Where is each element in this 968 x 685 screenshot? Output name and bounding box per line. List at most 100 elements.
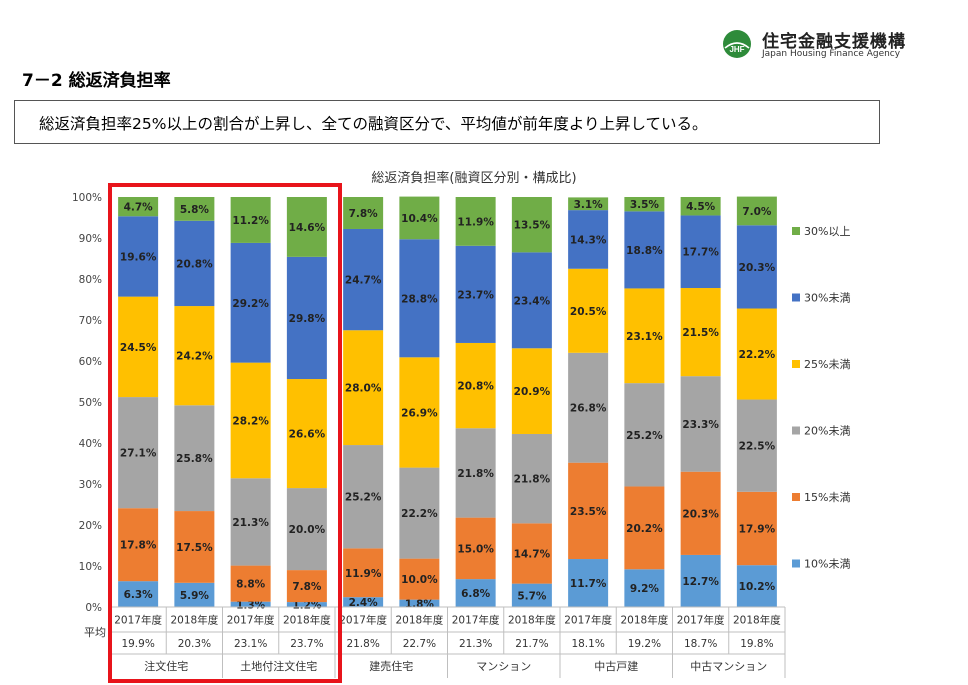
data-label: 3.5% <box>630 199 660 211</box>
data-label: 25.2% <box>626 430 663 442</box>
data-label: 28.0% <box>345 383 382 395</box>
legend-label: 10%未満 <box>804 558 850 571</box>
data-label: 11.9% <box>457 216 494 228</box>
category-label: 2018年度 <box>396 614 444 627</box>
bar-segment <box>624 486 665 570</box>
average-value: 21.7% <box>515 638 548 650</box>
data-label: 20.9% <box>514 386 551 398</box>
data-label: 20.3% <box>682 508 719 520</box>
bar-segment <box>568 210 609 269</box>
bar-segment <box>680 215 721 289</box>
bar-segment <box>511 433 552 524</box>
data-label: 27.1% <box>120 448 157 460</box>
group-label: 土地付注文住宅 <box>240 659 317 673</box>
bar-segment <box>174 582 215 607</box>
data-label: 28.2% <box>232 415 269 427</box>
data-label: 7.8% <box>349 208 379 220</box>
category-label: 2018年度 <box>733 614 781 627</box>
jhf-logo-icon: JHF <box>723 30 751 58</box>
bar-segment <box>680 376 721 472</box>
bar-segment <box>118 397 159 509</box>
data-label: 1.3% <box>236 599 266 611</box>
bar-segment <box>736 225 777 309</box>
data-label: 24.7% <box>345 275 382 287</box>
data-label: 28.8% <box>401 293 438 305</box>
legend-label: 25%未満 <box>804 358 850 371</box>
legend-swatch <box>792 360 800 368</box>
bar-segment <box>399 357 440 468</box>
legend-swatch <box>792 559 800 568</box>
legend-swatch <box>792 293 800 302</box>
legend-label: 20%未満 <box>804 425 850 438</box>
bar-segment <box>230 242 271 363</box>
data-label: 21.5% <box>682 327 719 339</box>
chart-title: 総返済負担率(融資区分別・構成比) <box>371 170 576 186</box>
bar-segment <box>624 383 665 487</box>
bar-segment <box>399 467 440 559</box>
bar-segment <box>230 565 271 602</box>
bar-segment <box>624 569 665 607</box>
data-label: 7.0% <box>742 206 772 218</box>
bar-segment <box>455 428 496 518</box>
data-label: 11.2% <box>232 215 269 227</box>
bar-segment <box>624 211 665 289</box>
bar-segment <box>118 197 159 217</box>
bar-segment <box>455 517 496 580</box>
data-label: 3.1% <box>574 199 604 211</box>
data-label: 17.7% <box>682 247 719 259</box>
data-label: 10.2% <box>739 581 776 593</box>
bar-segment <box>286 379 327 489</box>
data-label: 20.2% <box>626 523 663 535</box>
highlight-frame <box>108 183 342 683</box>
data-label: 14.3% <box>570 234 607 246</box>
data-label: 22.5% <box>739 441 776 453</box>
y-tick-label: 70% <box>79 315 102 327</box>
data-label: 23.1% <box>626 331 663 343</box>
legend-swatch <box>792 227 800 235</box>
data-label: 26.8% <box>570 403 607 415</box>
bars-layer: 0% 10% 20% 30% 40% 50% 60% 70% 80% 90% 100% 6.3% 17.… <box>72 192 785 614</box>
data-label: 8.8% <box>236 579 266 591</box>
group-label: 注文住宅 <box>144 659 188 673</box>
bar-segment <box>343 548 384 598</box>
data-label: 29.8% <box>289 313 326 325</box>
data-label: 21.8% <box>514 474 551 486</box>
average-value: 19.8% <box>740 638 773 650</box>
bar-segment <box>118 216 159 297</box>
bar-segment <box>286 256 327 380</box>
org-logo: JHF 住宅金融支援機構 Japan Housing Finance Agenc… <box>722 27 922 63</box>
chart-legend: 30%以上 30%未満 25%未満 20%未満 15%未満 10%未満 <box>792 225 850 571</box>
data-label: 22.2% <box>401 508 438 520</box>
data-label: 26.6% <box>289 429 326 441</box>
average-value: 21.3% <box>459 638 492 650</box>
bar-segment <box>399 599 440 607</box>
data-label: 1.8% <box>405 598 435 610</box>
bar-segment <box>174 220 215 307</box>
bar-segment <box>511 523 552 584</box>
group-label: 建売住宅 <box>369 659 413 673</box>
bar-segment <box>343 597 384 607</box>
y-tick-label: 50% <box>79 397 102 409</box>
data-label: 24.2% <box>176 351 213 363</box>
bar-segment <box>174 306 215 406</box>
bar-segment <box>118 508 159 582</box>
data-label: 23.4% <box>514 295 551 307</box>
bar-segment <box>230 601 271 607</box>
category-label: 2017年度 <box>339 614 387 627</box>
bar-segment <box>343 330 384 446</box>
data-label: 9.2% <box>630 583 660 595</box>
summary-text: 総返済負担率25%以上の割合が上昇し、全ての融資区分で、平均値が前年度より上昇し… <box>39 115 708 133</box>
y-tick-label: 90% <box>79 233 102 245</box>
group-label: マンション <box>476 660 531 673</box>
data-label: 11.9% <box>345 568 382 580</box>
org-name-en: Japan Housing Finance Agency <box>762 49 901 59</box>
category-label: 2017年度 <box>677 614 725 627</box>
y-tick-label: 40% <box>79 438 102 450</box>
bar-segment <box>568 352 609 463</box>
category-label: 2018年度 <box>508 614 556 627</box>
bar-segment <box>455 342 496 429</box>
y-tick-label: 20% <box>79 520 102 532</box>
bar-segment <box>230 362 271 479</box>
data-label: 17.5% <box>176 542 213 554</box>
bar-segment <box>680 288 721 377</box>
